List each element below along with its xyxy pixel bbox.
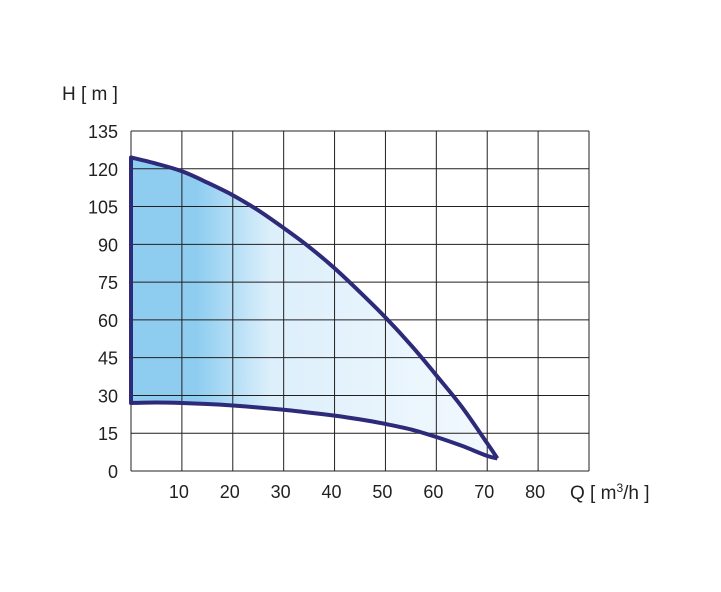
x-tick-label: 20 xyxy=(220,482,240,502)
y-tick-label: 120 xyxy=(88,160,118,180)
tick-labels: 10 20 30 40 50 60 70 80 0 15 30 45 60 75 90 105 120 135 xyxy=(88,122,545,502)
y-tick-label: 45 xyxy=(98,349,118,369)
upper-boundary-curve xyxy=(130,155,500,460)
x-tick-label: 40 xyxy=(322,482,342,502)
y-tick-label: 105 xyxy=(88,198,118,218)
x-tick-label: 70 xyxy=(474,482,494,502)
x-tick-label: 50 xyxy=(372,482,392,502)
x-axis-label: Q [ m3/h ] xyxy=(570,481,650,504)
y-tick-label: 0 xyxy=(108,462,118,482)
y-tick-label: 15 xyxy=(98,424,118,444)
x-tick-label: 80 xyxy=(525,482,545,502)
y-axis-label: H [ m ] xyxy=(62,84,118,105)
operating-range-area xyxy=(131,157,498,459)
grid xyxy=(130,130,590,472)
x-tick-label: 60 xyxy=(423,482,443,502)
y-tick-label: 135 xyxy=(88,122,118,142)
y-tick-label: 30 xyxy=(98,386,118,406)
y-tick-label: 60 xyxy=(98,311,118,331)
area-fill xyxy=(131,157,498,459)
y-tick-label: 75 xyxy=(98,273,118,293)
x-tick-label: 30 xyxy=(271,482,291,502)
x-tick-label: 10 xyxy=(169,482,189,502)
boundary-curves xyxy=(129,155,500,461)
y-tick-label: 90 xyxy=(98,235,118,255)
lower-boundary-curve xyxy=(130,400,498,461)
